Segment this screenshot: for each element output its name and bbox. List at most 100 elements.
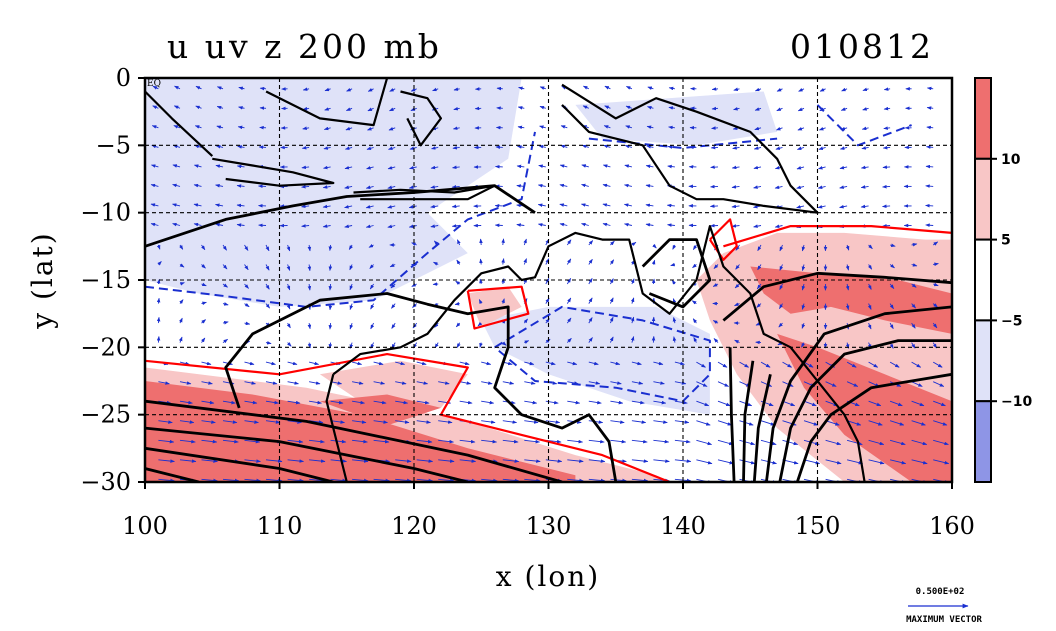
wind-vector: [367, 126, 374, 131]
wind-vector: [348, 244, 353, 250]
wind-vector: [841, 87, 848, 92]
wind-vector: [216, 86, 224, 90]
wind-vector: [739, 439, 756, 446]
wind-vector: [567, 439, 584, 444]
wind-vector: [201, 337, 206, 343]
wind-vector: [286, 283, 291, 291]
coastline-3: [212, 157, 335, 187]
wind-vector: [911, 263, 918, 267]
wind-vector: [717, 459, 734, 465]
vector-scale-key: 0.500E+02 MAXIMUM VECTOR: [906, 587, 982, 625]
wind-vector: [567, 478, 584, 482]
wind-vector: [753, 185, 762, 189]
wind-vector: [882, 165, 891, 169]
wind-vector: [459, 400, 473, 405]
wind-vector: [373, 420, 388, 424]
wind-vector: [566, 337, 572, 343]
wind-vector: [733, 87, 740, 92]
wind-vector: [775, 146, 783, 150]
wind-vector: [456, 239, 461, 246]
wind-vector: [193, 222, 202, 227]
wind-vector: [653, 361, 664, 366]
wind-vector: [651, 259, 656, 265]
wind-vector: [452, 145, 460, 150]
wind-vector: [926, 106, 934, 110]
wind-vector: [889, 459, 907, 465]
wind-vector: [674, 420, 690, 424]
wind-vector: [757, 264, 762, 271]
wind-vector: [734, 302, 740, 307]
wind-vector: [867, 322, 872, 330]
wind-vector: [717, 381, 730, 387]
wind-vector: [933, 262, 939, 267]
wind-vector: [395, 400, 409, 405]
wind-vector: [803, 361, 814, 368]
wind-vector: [195, 85, 202, 90]
wind-vector: [691, 300, 697, 305]
wind-vector: [817, 205, 826, 209]
wind-vector: [237, 125, 245, 130]
wind-vector: [566, 239, 572, 246]
wind-vector: [631, 439, 648, 444]
wind-vector: [451, 184, 460, 189]
wind-vector: [672, 244, 677, 250]
wind-vector: [416, 478, 434, 482]
wind-vector: [524, 439, 541, 444]
wind-vector: [653, 400, 667, 405]
wind-vector: [481, 439, 498, 444]
wind-vector: [524, 381, 536, 385]
wind-vector: [244, 478, 261, 482]
wind-vector: [867, 283, 872, 290]
height-contour-6: [765, 305, 952, 482]
wind-vector: [409, 146, 417, 150]
wind-vector: [868, 459, 885, 465]
wind-vector: [459, 459, 477, 463]
wind-vector: [265, 244, 270, 252]
height-contour-8: [795, 372, 952, 482]
wind-vector: [911, 459, 928, 465]
wind-vector: [610, 478, 627, 482]
wind-vector: [801, 342, 806, 348]
wind-vector: [861, 146, 869, 150]
shaded-region-6: [575, 91, 778, 146]
x-tick-label: 100: [122, 512, 168, 540]
wind-vector: [862, 87, 869, 92]
wind-vector: [302, 106, 310, 111]
wind-vector: [416, 459, 434, 463]
wind-vector: [775, 126, 783, 131]
wind-vector: [367, 107, 374, 112]
wind-vector: [588, 361, 599, 366]
wind-vector: [258, 145, 267, 149]
wind-vector: [481, 381, 493, 385]
wind-vector: [760, 361, 771, 368]
wind-vector: [696, 361, 706, 368]
wind-vector: [324, 87, 331, 92]
wind-vector: [868, 361, 879, 368]
wind-vector: [647, 105, 654, 110]
wind-vector: [222, 478, 240, 482]
wind-vector: [454, 301, 460, 306]
wind-vector: [796, 185, 805, 190]
wind-vector: [201, 301, 207, 306]
wind-vector: [846, 439, 863, 446]
wind-vector: [387, 166, 396, 170]
wind-vector: [845, 303, 850, 311]
wind-vector: [430, 204, 439, 209]
wind-vector: [868, 439, 885, 446]
wind-vector: [739, 459, 756, 465]
wind-vector: [389, 88, 396, 92]
wind-vector: [754, 126, 762, 131]
wind-vector: [631, 420, 647, 424]
wind-vector: [668, 86, 675, 91]
wind-vector: [651, 278, 656, 285]
wind-vector: [387, 205, 396, 209]
wind-vector: [481, 361, 492, 366]
wind-vector: [453, 87, 460, 91]
wind-vector: [753, 165, 762, 170]
wind-vector: [287, 342, 292, 347]
wind-vector: [201, 319, 206, 324]
wind-vector: [609, 278, 614, 285]
wind-vector: [674, 439, 691, 444]
wind-vector: [156, 297, 161, 304]
wind-vector: [516, 184, 525, 188]
